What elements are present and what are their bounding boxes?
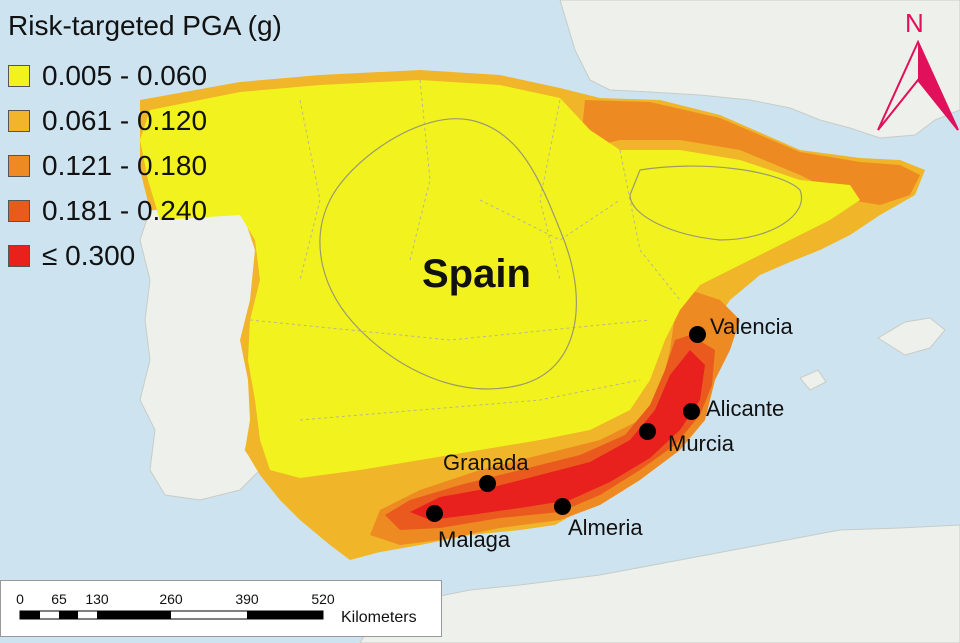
scale-bar-graphic [19, 610, 324, 620]
legend-label: 0.005 - 0.060 [42, 60, 208, 91]
scale-tick-label: 520 [311, 591, 335, 607]
city-label: Granada [443, 450, 529, 475]
legend-item: ≤ 0.300 [8, 236, 135, 276]
legend-swatch [8, 110, 30, 132]
zone-0.121-0.180-south [370, 290, 740, 545]
scale-unit-label: Kilometers [341, 609, 417, 626]
city-label: Valencia [710, 314, 793, 339]
city-label: Murcia [668, 431, 735, 456]
legend-swatch [8, 155, 30, 177]
scale-tick-label: 0 [16, 591, 24, 607]
city-marker [639, 423, 656, 440]
city-label: Alicante [706, 396, 785, 421]
legend-item: 0.121 - 0.180 [8, 146, 207, 186]
scale-tick-label: 65 [51, 591, 67, 607]
legend-swatch [8, 200, 30, 222]
region-boundaries [249, 79, 681, 421]
zone-0.005-0.060 [140, 80, 860, 478]
north-label: N [905, 8, 924, 38]
legend-label: 0.061 - 0.120 [42, 105, 208, 136]
legend-label: ≤ 0.300 [42, 240, 136, 271]
ibiza-island [799, 369, 827, 391]
legend-label: 0.121 - 0.180 [42, 150, 208, 181]
city-label: Almeria [568, 515, 643, 540]
contour-lines [319, 118, 803, 390]
mallorca-island [877, 317, 946, 356]
scale-tick-label: 260 [159, 591, 183, 607]
legend-title: Risk-targeted PGA (g) [8, 10, 282, 41]
legend-swatch [8, 65, 30, 87]
legend-item: 0.005 - 0.060 [8, 56, 207, 96]
city-marker [683, 403, 700, 420]
city-marker [479, 475, 496, 492]
portugal-land [139, 204, 261, 501]
legend-swatch [8, 245, 30, 267]
city-marker [426, 505, 443, 522]
scale-tick-label: 390 [235, 591, 259, 607]
city-label: Malaga [438, 527, 511, 552]
city-marker [689, 326, 706, 343]
legend-label: 0.181 - 0.240 [42, 195, 208, 226]
zone-0.121-0.180 [580, 100, 920, 205]
legend-item: 0.181 - 0.240 [8, 191, 207, 231]
legend-item: 0.061 - 0.120 [8, 101, 207, 141]
scale-bar: 0 65 130 260 390 520 Kilometers [0, 580, 442, 637]
scale-tick-label: 130 [85, 591, 109, 607]
city-marker [554, 498, 571, 515]
country-label: Spain [422, 252, 531, 296]
